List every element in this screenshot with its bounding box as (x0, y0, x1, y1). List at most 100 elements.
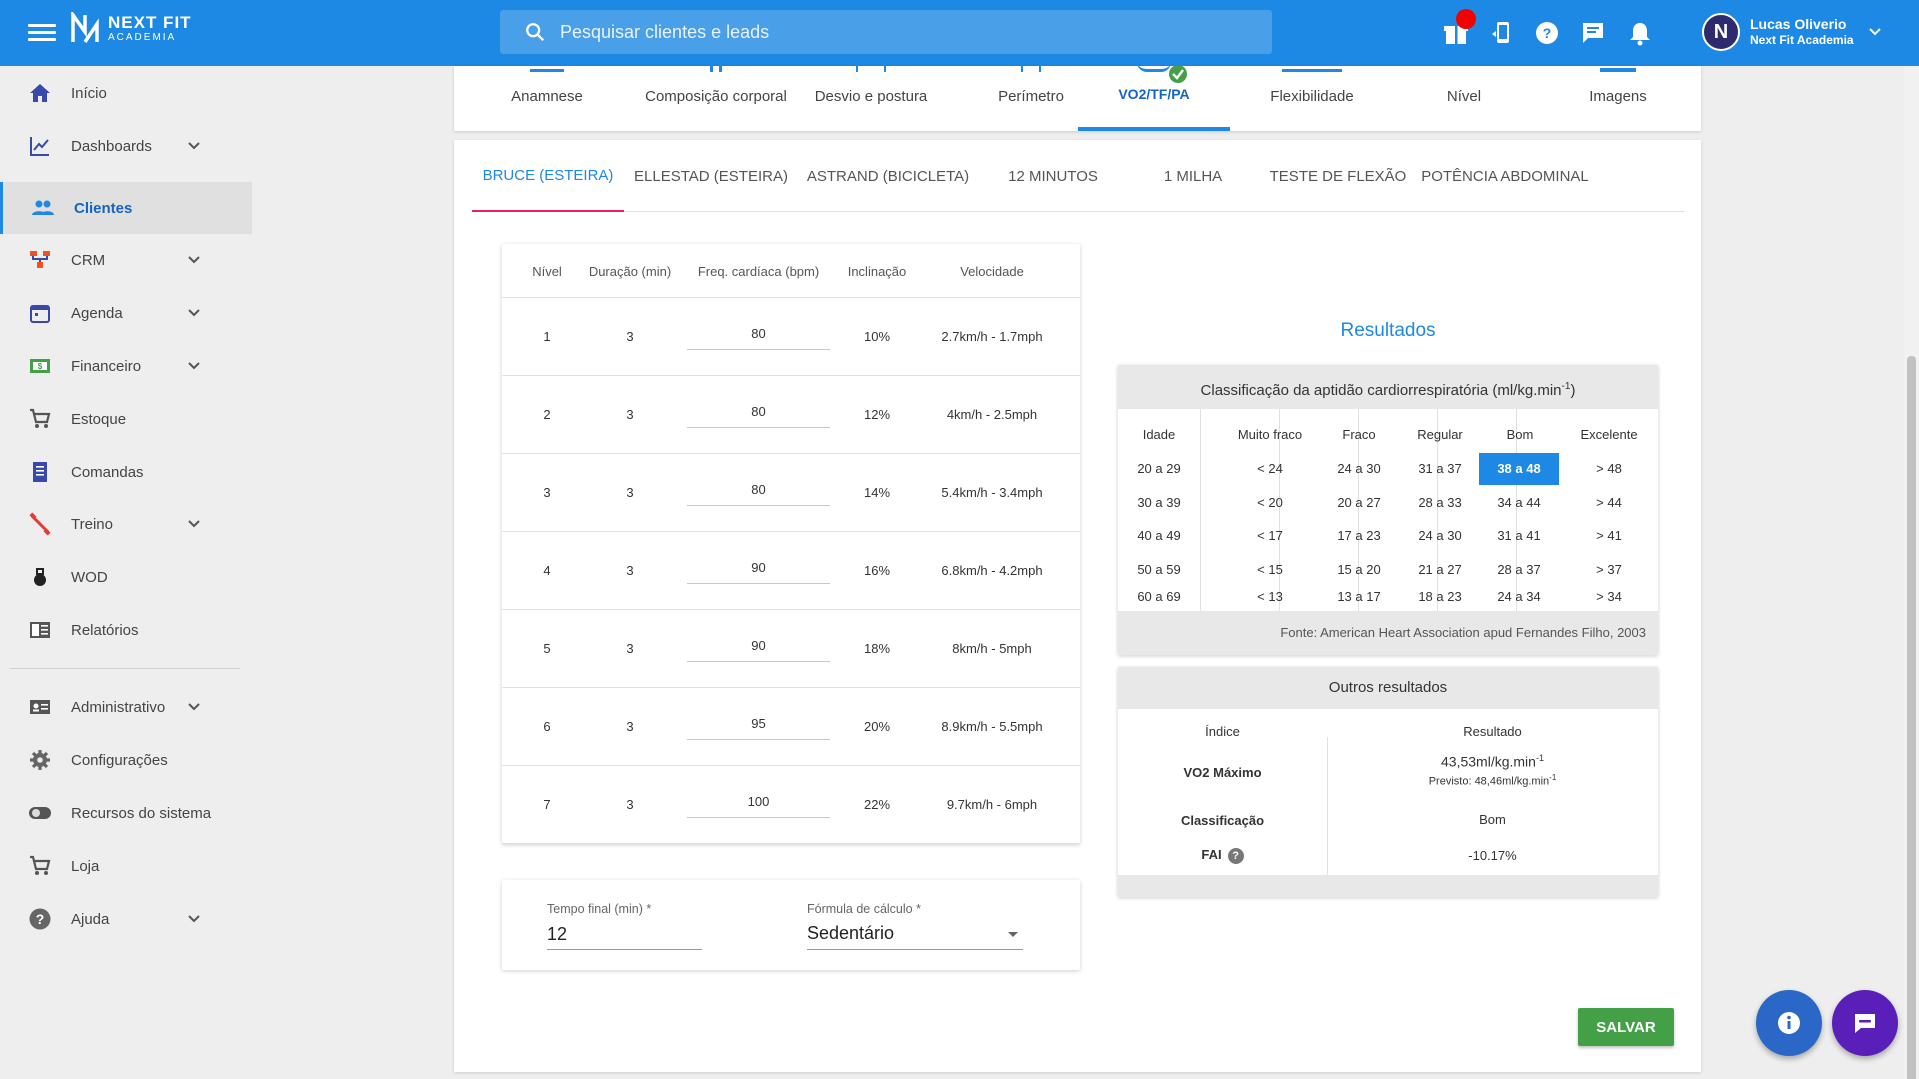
chevron-down-icon (188, 520, 200, 528)
heart-rate-input[interactable] (687, 552, 830, 584)
sidebar-item-inicio[interactable]: Início (0, 67, 252, 119)
tab-12-minutos[interactable]: 12 MINUTOS (1008, 167, 1098, 185)
formula-select[interactable]: Sedentário (807, 920, 1023, 950)
tab-bruce[interactable]: BRUCE (ESTEIRA) (472, 140, 624, 212)
sidebar-item-configuracoes[interactable]: Configurações (0, 734, 252, 786)
sidebar-item-financeiro[interactable]: $ Financeiro (0, 340, 252, 392)
chat-icon[interactable] (1580, 20, 1606, 46)
sidebar-item-wod[interactable]: WOD (0, 551, 252, 603)
save-button[interactable]: SALVAR (1578, 1008, 1674, 1046)
column-header: Idade (1142, 427, 1176, 442)
column-header: Bom (1506, 427, 1534, 442)
heart-rate-input[interactable] (687, 396, 830, 428)
tab-desvio-postura[interactable]: Desvio e postura (790, 62, 952, 131)
classification-value: Bom (1479, 812, 1506, 827)
sidebar-item-label: Configurações (71, 751, 168, 769)
tab-potencia-abdominal[interactable]: POTÊNCIA ABDOMINAL (1421, 167, 1589, 185)
sidebar-item-label: Ajuda (71, 910, 110, 928)
menu-icon[interactable] (28, 20, 56, 44)
heart-rate-input[interactable] (687, 708, 830, 740)
sidebar-item-dashboards[interactable]: Dashboards (0, 120, 252, 172)
duration-cell: 3 (626, 407, 634, 422)
value-cell: > 34 (1596, 589, 1622, 604)
chat-support-button[interactable] (1832, 990, 1898, 1056)
value-cell: 24 a 34 (1497, 589, 1541, 604)
sidebar-item-comandas[interactable]: Comandas (0, 446, 252, 498)
incline-cell: 20% (863, 719, 891, 734)
formula-label: Fórmula de cálculo * (807, 902, 921, 916)
sidebar-item-loja[interactable]: Loja (0, 840, 252, 892)
tab-label: Composição corporal (645, 88, 787, 105)
page-scrollbar[interactable] (1904, 66, 1919, 1079)
sidebar-item-estoque[interactable]: Estoque (0, 393, 252, 445)
level-cell: 6 (543, 719, 551, 734)
brand-logo[interactable]: NEXT FIT ACADEMIA (70, 12, 192, 44)
bell-icon[interactable] (1627, 20, 1653, 46)
tab-nivel[interactable]: Nível (1390, 66, 1538, 131)
sidebar-item-label: Comandas (71, 463, 144, 481)
people-icon (32, 200, 54, 215)
sidebar-item-relatorios[interactable]: Relatórios (0, 604, 252, 656)
value-cell: 34 a 44 (1497, 495, 1541, 510)
tab-ellestad[interactable]: ELLESTAD (ESTEIRA) (634, 167, 788, 185)
tab-flexibilidade[interactable]: Flexibilidade (1236, 66, 1388, 131)
table-header: Nível Duração (min) Freq. cardíaca (bpm)… (502, 244, 1080, 298)
chevron-down-icon (188, 703, 200, 711)
sidebar-item-label: Financeiro (71, 357, 142, 375)
tab-label: Flexibilidade (1270, 88, 1354, 105)
tab-astrand[interactable]: ASTRAND (BICICLETA) (806, 167, 970, 185)
dumbbell-icon (29, 512, 51, 536)
search-input[interactable] (560, 21, 1210, 43)
heart-rate-input[interactable] (687, 630, 830, 662)
sidebar-item-crm[interactable]: CRM (0, 234, 252, 286)
value-cell: 28 a 33 (1418, 495, 1462, 510)
tab-teste-flexao[interactable]: TESTE DE FLEXÃO (1269, 167, 1407, 185)
search-bar[interactable] (500, 10, 1272, 54)
id-card-icon (30, 700, 50, 714)
cart-icon (30, 855, 51, 875)
fai-label: FAI (1201, 847, 1222, 862)
speed-cell: 4km/h - 2.5mph (946, 407, 1038, 422)
sidebar-item-label: Administrativo (71, 698, 166, 716)
sidebar-item-recursos[interactable]: Recursos do sistema (0, 787, 252, 839)
tab-composicao-corporal[interactable]: Composição corporal (622, 62, 810, 131)
tab-imagens[interactable]: Imagens (1542, 66, 1694, 131)
vo2-predicted-value: Previsto: 48,46ml/kg.min-1 (1428, 773, 1557, 788)
gift-icon[interactable] (1443, 20, 1469, 46)
value-cell: 31 a 37 (1418, 461, 1462, 476)
images-icon (1600, 62, 1636, 72)
toggle-icon (29, 807, 51, 819)
help-icon[interactable]: ? (1534, 20, 1560, 46)
heart-rate-input[interactable] (687, 318, 830, 350)
sidebar-item-clientes[interactable]: Clientes (0, 182, 252, 234)
value-cell: 15 a 20 (1337, 562, 1381, 577)
sidebar-item-administrativo[interactable]: Administrativo (0, 681, 252, 733)
results-title: Resultados (1340, 320, 1436, 341)
tab-anamnese[interactable]: Anamnese (454, 66, 640, 131)
user-menu[interactable]: N Lucas Oliverio Next Fit Academia (1702, 13, 1882, 51)
sidebar-item-ajuda[interactable]: ? Ajuda (0, 893, 252, 945)
value-cell: 17 a 23 (1337, 528, 1381, 543)
table-row: 3 3 14% 5.4km/h - 3.4mph (502, 454, 1080, 532)
heart-rate-input[interactable] (687, 474, 830, 506)
sidebar-item-label: Dashboards (71, 137, 152, 155)
heart-rate-input[interactable] (687, 786, 830, 818)
help-icon[interactable]: ? (1227, 847, 1244, 864)
column-header: Índice (1205, 724, 1240, 739)
sidebar-item-agenda[interactable]: Agenda (0, 287, 252, 339)
scrollbar-thumb[interactable] (1907, 356, 1916, 1079)
tab-1-milha[interactable]: 1 MILHA (1163, 167, 1223, 185)
tab-perimetro[interactable]: Perímetro (956, 62, 1106, 131)
tab-vo2[interactable]: VO2/TF/PA (1078, 65, 1230, 131)
info-button[interactable] (1756, 990, 1822, 1056)
value-cell: < 15 (1257, 562, 1283, 577)
table-row: 5 3 18% 8km/h - 5mph (502, 610, 1080, 688)
value-cell: < 13 (1257, 589, 1283, 604)
sidebar-item-treino[interactable]: Treino (0, 498, 252, 550)
svg-text:?: ? (1543, 25, 1552, 41)
final-time-input[interactable] (547, 920, 702, 950)
svg-text:$: $ (38, 362, 43, 371)
column-header: Regular (1417, 427, 1463, 442)
mobile-sync-icon[interactable] (1489, 20, 1515, 46)
age-cell: 40 a 49 (1137, 528, 1181, 543)
